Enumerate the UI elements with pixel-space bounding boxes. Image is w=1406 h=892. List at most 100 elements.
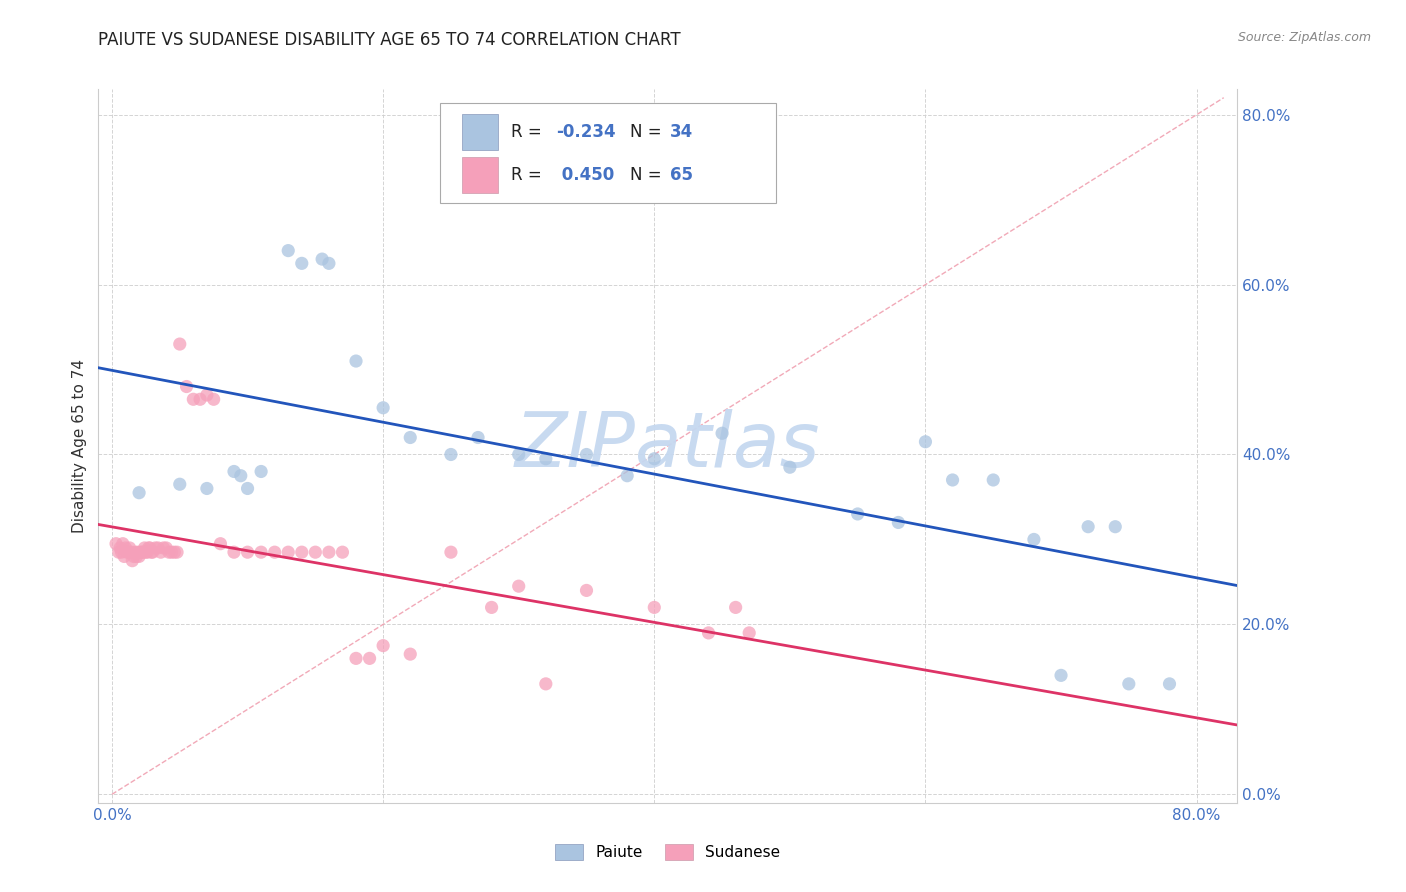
Text: N =: N =: [630, 166, 666, 184]
Point: [127, 545, 149, 559]
Point: [129, 545, 152, 559]
Point: [534, 451, 557, 466]
Point: [202, 392, 225, 407]
Point: [359, 651, 381, 665]
Point: [155, 541, 177, 555]
Point: [152, 541, 174, 555]
Point: [188, 392, 211, 407]
Point: [846, 507, 869, 521]
Point: [1118, 677, 1140, 691]
Point: [183, 392, 205, 407]
Point: [236, 482, 259, 496]
Point: [115, 545, 138, 559]
Point: [371, 401, 394, 415]
Point: [128, 549, 150, 564]
Point: [711, 426, 734, 441]
Point: [291, 545, 314, 559]
Point: [122, 549, 145, 564]
Point: [887, 516, 910, 530]
Point: [534, 677, 557, 691]
Text: N =: N =: [630, 123, 666, 141]
Point: [176, 379, 198, 393]
Point: [157, 545, 180, 559]
Point: [344, 354, 367, 368]
Point: [311, 252, 333, 266]
Point: [575, 448, 598, 462]
Point: [160, 545, 183, 559]
Point: [263, 545, 285, 559]
Point: [277, 244, 299, 258]
Point: [291, 256, 314, 270]
Point: [111, 537, 134, 551]
Point: [131, 545, 153, 559]
Point: [169, 477, 191, 491]
Point: [277, 545, 299, 559]
Point: [371, 639, 394, 653]
Point: [399, 647, 422, 661]
Point: [779, 460, 801, 475]
Point: [195, 388, 218, 402]
Point: [222, 545, 245, 559]
Point: [304, 545, 326, 559]
Point: [112, 549, 135, 564]
Text: R =: R =: [510, 123, 547, 141]
Point: [209, 537, 232, 551]
Point: [108, 541, 131, 555]
FancyBboxPatch shape: [461, 114, 498, 150]
Point: [118, 541, 141, 555]
Text: Source: ZipAtlas.com: Source: ZipAtlas.com: [1237, 31, 1371, 45]
Point: [105, 537, 128, 551]
FancyBboxPatch shape: [440, 103, 776, 203]
Point: [222, 465, 245, 479]
Point: [229, 468, 252, 483]
Point: [136, 545, 159, 559]
Point: [114, 541, 136, 555]
Point: [738, 626, 761, 640]
Point: [250, 545, 273, 559]
Point: [942, 473, 965, 487]
Point: [1104, 519, 1126, 533]
Text: R =: R =: [510, 166, 547, 184]
Text: ZIPatlas: ZIPatlas: [515, 409, 821, 483]
Point: [643, 600, 665, 615]
Point: [508, 448, 530, 462]
Point: [697, 626, 720, 640]
Point: [146, 541, 169, 555]
Text: 34: 34: [671, 123, 693, 141]
Text: -0.234: -0.234: [557, 123, 616, 141]
Point: [981, 473, 1004, 487]
Point: [124, 545, 146, 559]
Point: [344, 651, 367, 665]
Y-axis label: Disability Age 65 to 74: Disability Age 65 to 74: [72, 359, 87, 533]
Point: [318, 545, 340, 559]
Point: [128, 485, 150, 500]
Point: [481, 600, 503, 615]
Point: [134, 541, 156, 555]
Point: [166, 545, 188, 559]
Point: [250, 465, 273, 479]
Text: 0.450: 0.450: [557, 166, 614, 184]
Point: [132, 545, 155, 559]
Point: [616, 468, 638, 483]
Point: [440, 545, 463, 559]
Point: [643, 451, 665, 466]
Point: [120, 545, 142, 559]
Text: 65: 65: [671, 166, 693, 184]
Legend: Paiute, Sudanese: Paiute, Sudanese: [550, 838, 786, 866]
Point: [508, 579, 530, 593]
Point: [139, 541, 162, 555]
Point: [121, 554, 143, 568]
Point: [575, 583, 598, 598]
Point: [1022, 533, 1045, 547]
Point: [467, 430, 489, 444]
Point: [318, 256, 340, 270]
FancyBboxPatch shape: [461, 157, 498, 193]
Point: [125, 549, 148, 564]
Point: [141, 545, 163, 559]
Point: [724, 600, 747, 615]
Point: [440, 448, 463, 462]
Point: [107, 545, 129, 559]
Point: [163, 545, 186, 559]
Point: [138, 541, 160, 555]
Point: [1159, 677, 1181, 691]
